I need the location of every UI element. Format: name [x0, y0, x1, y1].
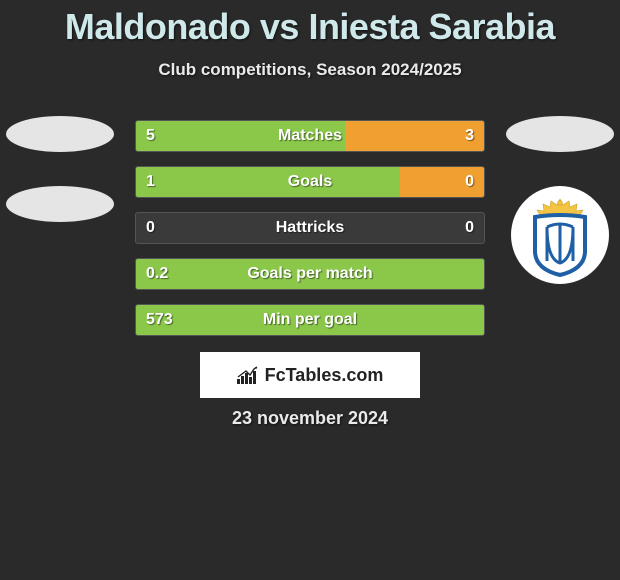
left-player-badges [0, 116, 120, 222]
badge-placeholder [506, 116, 614, 152]
page-subtitle: Club competitions, Season 2024/2025 [0, 60, 620, 80]
stat-label: Min per goal [136, 305, 484, 335]
right-player-badges [500, 116, 620, 284]
stat-bar-row: 00Hattricks [135, 212, 485, 244]
badge-placeholder [6, 186, 114, 222]
stat-bar-row: 0.2Goals per match [135, 258, 485, 290]
stats-bar-group: 53Matches 10Goals 00Hattricks 0.2Goals per … [135, 120, 485, 336]
attribution-text: FcTables.com [265, 365, 384, 386]
stat-bar-row: 573Min per goal [135, 304, 485, 336]
stat-label: Goals per match [136, 259, 484, 289]
stat-label: Goals [136, 167, 484, 197]
club-badge [511, 186, 609, 284]
stat-label: Hattricks [136, 213, 484, 243]
stat-label: Matches [136, 121, 484, 151]
date-label: 23 november 2024 [0, 408, 620, 429]
fctables-logo-icon [237, 366, 259, 384]
stat-bar-row: 53Matches [135, 120, 485, 152]
attribution-badge: FcTables.com [200, 352, 420, 398]
badge-placeholder [6, 116, 114, 152]
page-title: Maldonado vs Iniesta Sarabia [0, 0, 620, 48]
shield-icon [525, 197, 595, 277]
stat-bar-row: 10Goals [135, 166, 485, 198]
